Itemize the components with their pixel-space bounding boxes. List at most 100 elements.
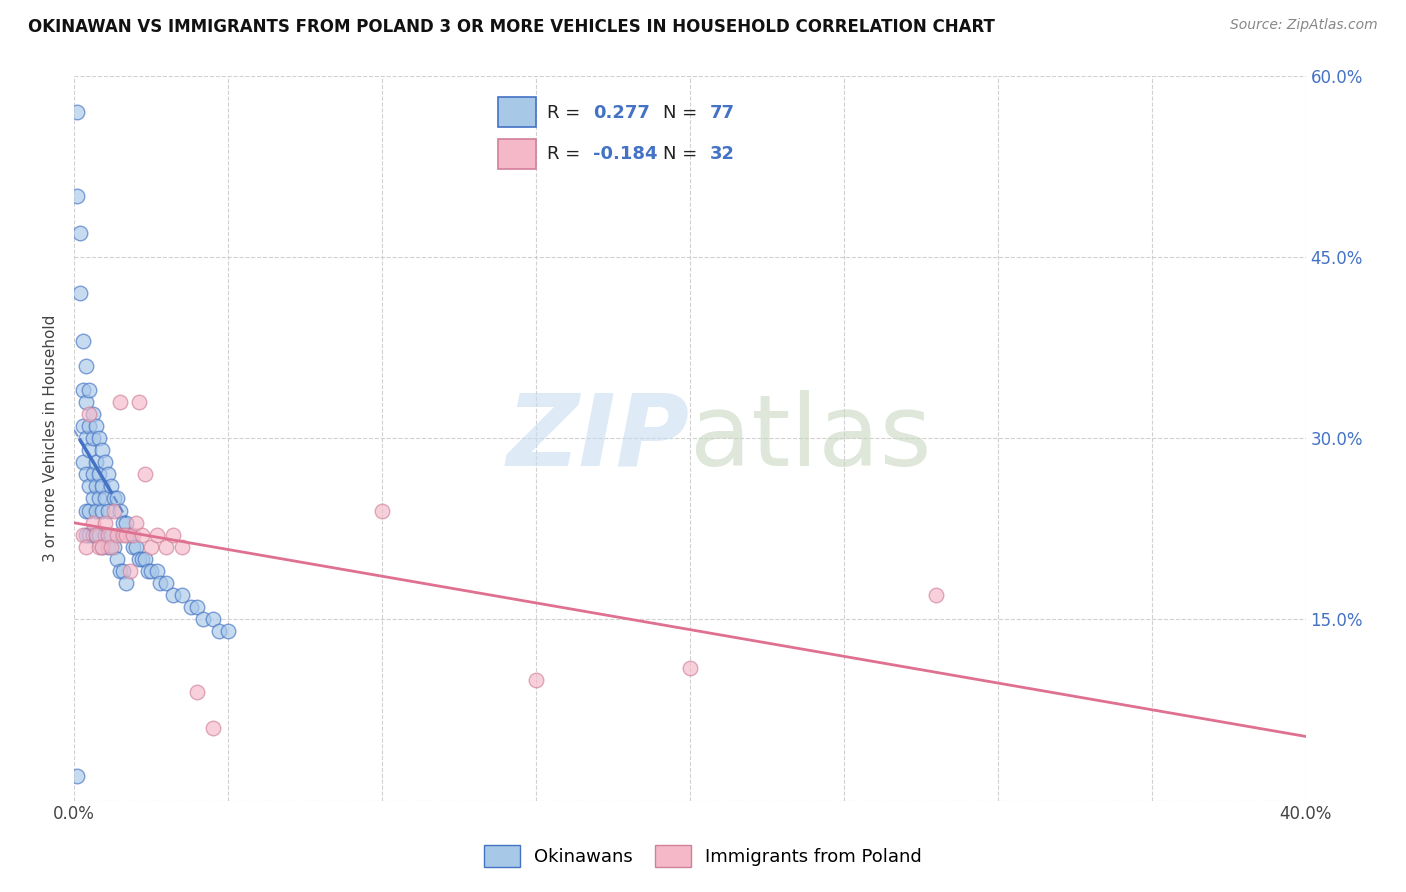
Point [66, 769, 89, 783]
Point [72, 419, 94, 434]
Point [79, 527, 101, 541]
Point [110, 394, 132, 409]
Text: OKINAWAN VS IMMIGRANTS FROM POLAND 3 OR MORE VEHICLES IN HOUSEHOLD CORRELATION C: OKINAWAN VS IMMIGRANTS FROM POLAND 3 OR … [28, 18, 995, 36]
Point [79, 419, 101, 434]
Point [72, 527, 94, 541]
Point [66, 189, 89, 203]
Point [155, 576, 177, 591]
Point [90, 443, 112, 458]
Point [201, 721, 224, 735]
Point [87, 527, 110, 541]
Text: atlas: atlas [690, 390, 931, 486]
Point [72, 334, 94, 349]
Point [155, 540, 177, 554]
Point [75, 394, 97, 409]
Point [105, 527, 128, 541]
Point [139, 564, 162, 578]
Point [90, 503, 112, 517]
Point [84, 503, 107, 517]
Point [100, 527, 122, 541]
Point [82, 431, 104, 445]
Point [103, 491, 125, 506]
Point [69, 226, 91, 240]
Point [115, 527, 138, 541]
Point [371, 503, 394, 517]
Point [87, 491, 110, 506]
Point [121, 540, 143, 554]
Point [79, 383, 101, 397]
Point [84, 527, 107, 541]
Y-axis label: 3 or more Vehicles in Household: 3 or more Vehicles in Household [44, 314, 58, 562]
Point [128, 394, 150, 409]
Point [121, 527, 143, 541]
Point [105, 552, 128, 566]
Point [75, 540, 97, 554]
Point [97, 467, 120, 482]
Point [87, 540, 110, 554]
Point [84, 419, 107, 434]
Point [75, 527, 97, 541]
Text: ZIP: ZIP [506, 390, 690, 486]
Point [146, 527, 169, 541]
Point [124, 540, 146, 554]
Point [524, 673, 547, 687]
Point [79, 443, 101, 458]
Point [90, 540, 112, 554]
Point [180, 600, 202, 615]
Point [112, 527, 135, 541]
Point [79, 407, 101, 421]
Point [679, 661, 702, 675]
Point [112, 564, 135, 578]
Point [75, 467, 97, 482]
Point [100, 479, 122, 493]
Point [84, 527, 107, 541]
Point [82, 516, 104, 530]
Point [97, 503, 120, 517]
Point [90, 540, 112, 554]
Point [134, 467, 156, 482]
Point [94, 455, 117, 469]
Point [69, 286, 91, 301]
Point [124, 516, 146, 530]
Point [97, 540, 120, 554]
Point [131, 527, 153, 541]
Point [84, 455, 107, 469]
Point [925, 588, 948, 602]
Point [118, 527, 141, 541]
Point [94, 527, 117, 541]
Point [134, 552, 156, 566]
Point [75, 359, 97, 373]
Point [201, 612, 224, 626]
Point [136, 564, 159, 578]
Point [90, 479, 112, 493]
Point [82, 491, 104, 506]
Point [118, 564, 141, 578]
Point [186, 600, 208, 615]
Point [87, 467, 110, 482]
Point [131, 552, 153, 566]
Text: Source: ZipAtlas.com: Source: ZipAtlas.com [1230, 18, 1378, 32]
Point [208, 624, 231, 639]
Point [110, 564, 132, 578]
Point [100, 540, 122, 554]
Point [94, 516, 117, 530]
Point [112, 516, 135, 530]
Point [193, 612, 215, 626]
Point [103, 540, 125, 554]
Point [79, 503, 101, 517]
Point [94, 491, 117, 506]
Point [110, 503, 132, 517]
Point [170, 588, 193, 602]
Point [217, 624, 239, 639]
Point [139, 540, 162, 554]
Point [84, 479, 107, 493]
Point [128, 552, 150, 566]
Point [105, 491, 128, 506]
Point [162, 588, 184, 602]
Point [170, 540, 193, 554]
Point [146, 564, 169, 578]
Legend: Okinawans, Immigrants from Poland: Okinawans, Immigrants from Poland [477, 838, 929, 874]
Point [66, 104, 89, 119]
Point [72, 383, 94, 397]
Point [115, 516, 138, 530]
